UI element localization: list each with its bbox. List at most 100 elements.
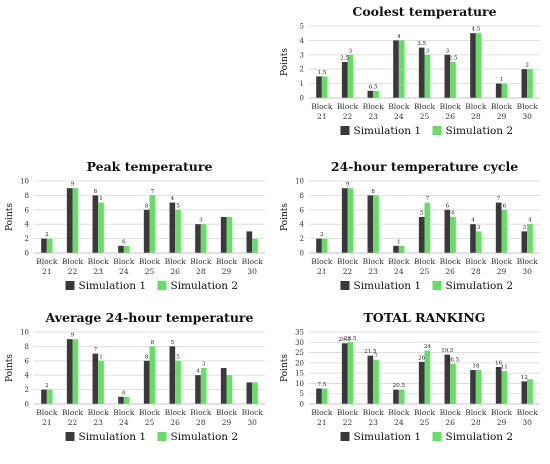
bar-simulation-1 [92,353,99,404]
bar-simulation-1 [66,188,73,253]
bar-simulation-1 [393,389,399,404]
data-label: 16.5 [447,357,460,363]
bar-simulation-2 [450,217,456,253]
bar-simulation-1 [418,361,425,404]
y-tick-label: 8 [300,192,304,200]
x-tick-label: 28 [471,112,481,121]
x-tick-label: 23 [368,418,378,427]
x-tick-label: Block [311,257,333,266]
x-tick-label: 26 [445,267,455,276]
data-label: 1 [99,354,103,360]
bar-simulation-2 [527,69,533,98]
bar-simulation-2 [398,40,405,98]
x-tick-label: Block [388,102,410,111]
data-label: 4 [528,218,532,224]
data-label: 4 [171,196,175,202]
bar-simulation-2 [226,217,233,253]
legend-label: Simulation 2 [446,125,514,137]
bar-simulation-2 [123,396,130,404]
bar-simulation-2 [252,238,258,253]
y-axis-label: Points [280,48,290,76]
x-tick-label: Block [388,257,410,266]
bar-simulation-1 [195,224,201,253]
data-label: 3 [426,48,430,54]
x-tick-label: 28 [196,267,206,276]
chart-title: Average 24-hour temperature [45,310,254,325]
bar-simulation-2 [475,370,482,404]
data-label: 3 [446,48,450,54]
bar-simulation-1 [341,62,348,98]
y-axis-label: Points [5,354,15,382]
data-label: 7 [374,353,378,359]
data-label: 2.5 [340,56,349,62]
bar-simulation-2 [200,368,207,404]
x-tick-label: 29 [497,112,507,121]
y-tick-label: 5 [300,23,304,31]
data-label: 6 [122,390,126,396]
x-tick-label: Block [62,408,84,417]
legend-label: Simulation 1 [354,125,422,137]
data-label: 3 [202,362,206,368]
x-tick-label: Block [491,257,513,266]
chart-coolest-temperature: Coolest temperature 0 1 2 3 4 5 Points 1.5 Block 2… [275,0,550,153]
x-tick-label: Block [139,408,161,417]
data-label: 26 [418,355,425,361]
chart-svg: 24-hour temperature cycle0246810Points2B… [280,159,540,292]
x-tick-label: 22 [68,267,78,276]
data-label: 7 [151,189,155,195]
x-tick-label: Block [165,408,187,417]
data-label: 2 [45,232,49,238]
bar-simulation-2 [373,195,379,253]
x-tick-label: 26 [170,267,180,276]
bar-simulation-1 [521,69,528,98]
bar-simulation-1 [316,388,322,404]
x-tick-label: 29 [497,418,507,427]
y-tick-label: 20 [295,359,304,367]
bar-simulation-2 [398,245,405,253]
bar-simulation-2 [200,224,207,253]
bar-simulation-2 [98,202,104,253]
data-label: 8 [151,340,155,346]
legend-label: Simulation 1 [79,431,147,443]
x-tick-label: Block [242,257,264,266]
chart-total-ranking: TOTAL RANKING 0 5 10 15 20 25 30 35 Points 7.5 Bloc… [275,306,550,459]
bar-simulation-1 [521,231,528,253]
x-tick-label: 21 [317,267,327,276]
x-tick-label: Block [440,102,462,111]
data-label: 9 [71,333,75,339]
data-label: 7 [426,196,430,202]
x-tick-label: Block [465,257,487,266]
legend-label: Simulation 1 [79,280,147,292]
x-tick-label: Block [311,408,333,417]
x-tick-label: 29 [222,267,232,276]
x-tick-label: Block [440,408,462,417]
x-tick-label: Block [139,257,161,266]
x-tick-label: Block [88,257,110,266]
y-tick-label: 0 [300,250,304,258]
data-label: 6 [122,239,126,245]
data-label: 2.5 [449,56,458,62]
x-tick-label: 28 [471,418,481,427]
x-tick-label: 21 [42,418,52,427]
legend-swatch [65,281,75,290]
x-tick-label: Block [491,102,513,111]
bar-simulation-2 [501,209,508,253]
x-tick-label: 26 [445,112,455,121]
x-tick-label: 24 [119,418,129,427]
data-label: 5 [420,211,424,217]
y-tick-label: 4 [25,372,30,380]
y-tick-label: 4 [300,221,305,229]
x-tick-label: Block [36,257,58,266]
y-tick-label: 0 [25,250,29,258]
legend-swatch [432,432,442,441]
x-tick-label: Block [414,102,436,111]
y-tick-label: 25 [295,349,304,357]
x-tick-label: Block [363,102,385,111]
bar-simulation-1 [393,40,399,98]
data-label: 6 [446,203,450,209]
x-tick-label: 23 [368,267,378,276]
bar-simulation-1 [143,209,150,253]
bar-simulation-1 [92,195,99,253]
bar-simulation-2 [424,350,431,404]
legend-swatch [340,281,350,290]
